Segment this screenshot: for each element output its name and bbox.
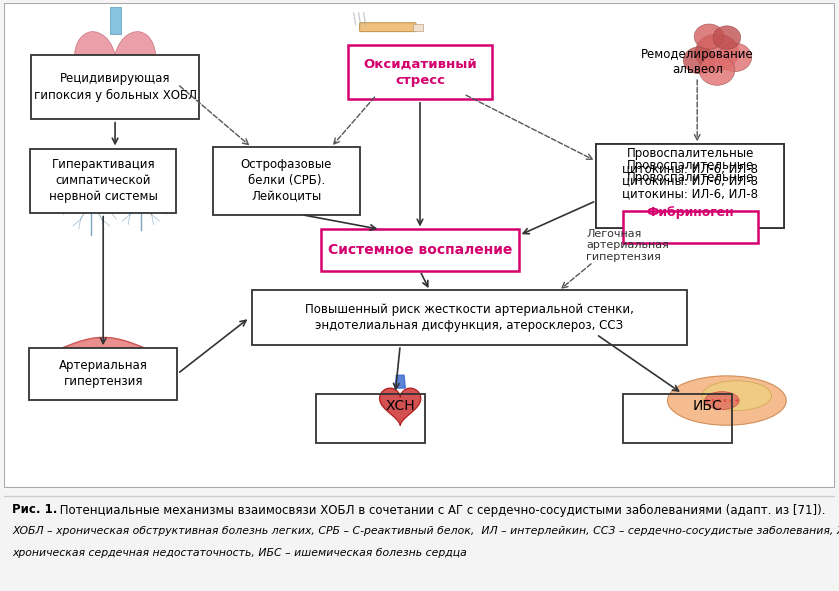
- Bar: [110, 7, 121, 34]
- Text: Ремоделирование
альвеол: Ремоделирование альвеол: [641, 48, 753, 76]
- FancyBboxPatch shape: [213, 147, 360, 215]
- Ellipse shape: [706, 399, 709, 402]
- Text: Острофазовые
белки (СРБ).
Лейкоциты: Острофазовые белки (СРБ). Лейкоциты: [241, 158, 332, 203]
- Ellipse shape: [699, 55, 735, 85]
- Ellipse shape: [85, 194, 98, 207]
- Text: ХОБЛ – хроническая обструктивная болезнь легких, СРБ – С-реактивный белок,  ИЛ –: ХОБЛ – хроническая обструктивная болезнь…: [12, 527, 839, 537]
- Ellipse shape: [694, 24, 724, 49]
- Text: ХСН: ХСН: [385, 400, 415, 414]
- Text: Провоспалительные
цитокины: ИЛ-6, ИЛ-8: Провоспалительные цитокины: ИЛ-6, ИЛ-8: [623, 171, 758, 200]
- Polygon shape: [395, 375, 405, 388]
- Ellipse shape: [702, 381, 771, 410]
- Text: Провоспалительные
цитокины: ИЛ-6, ИЛ-8: Провоспалительные цитокины: ИЛ-6, ИЛ-8: [623, 159, 758, 187]
- Text: Фибриноген: Фибриноген: [647, 206, 734, 219]
- Ellipse shape: [711, 399, 715, 402]
- FancyBboxPatch shape: [597, 144, 784, 228]
- Ellipse shape: [713, 26, 741, 49]
- FancyBboxPatch shape: [360, 22, 416, 32]
- Ellipse shape: [729, 399, 732, 402]
- FancyBboxPatch shape: [30, 149, 176, 213]
- Ellipse shape: [705, 392, 739, 410]
- Text: ИБС: ИБС: [692, 400, 722, 414]
- Text: Оксидативный
стресс: Оксидативный стресс: [363, 58, 477, 87]
- Bar: [413, 24, 423, 31]
- Text: хроническая сердечная недостаточность, ИБС – ишемическая болезнь сердца: хроническая сердечная недостаточность, И…: [12, 548, 466, 558]
- FancyBboxPatch shape: [321, 229, 519, 271]
- Text: Потенциальные механизмы взаимосвязи ХОБЛ в сочетании с АГ с сердечно-сосудистыми: Потенциальные механизмы взаимосвязи ХОБЛ…: [55, 504, 826, 517]
- Text: Артериальная
гипертензия: Артериальная гипертензия: [59, 359, 148, 388]
- Text: Системное воспаление: Системное воспаление: [328, 243, 512, 257]
- Ellipse shape: [134, 189, 148, 203]
- Ellipse shape: [718, 43, 752, 72]
- Polygon shape: [379, 388, 421, 426]
- Text: Провоспалительные
цитокины: ИЛ-6, ИЛ-8: Провоспалительные цитокины: ИЛ-6, ИЛ-8: [623, 147, 758, 175]
- Ellipse shape: [668, 376, 786, 426]
- FancyBboxPatch shape: [348, 45, 492, 99]
- Text: Гиперактивация
симпатической
нервной системы: Гиперактивация симпатической нервной сис…: [49, 158, 158, 203]
- Ellipse shape: [717, 399, 721, 402]
- FancyBboxPatch shape: [31, 55, 199, 119]
- Ellipse shape: [723, 399, 727, 402]
- FancyBboxPatch shape: [252, 290, 687, 345]
- Text: Легочная
артериальная
гипертензия: Легочная артериальная гипертензия: [586, 229, 670, 262]
- FancyBboxPatch shape: [597, 144, 784, 228]
- Ellipse shape: [75, 32, 117, 91]
- Ellipse shape: [683, 47, 715, 74]
- Text: Рецидивирующая
гипоксия у больных ХОБЛ: Рецидивирующая гипоксия у больных ХОБЛ: [34, 73, 196, 102]
- Text: Повышенный риск жесткости артериальной стенки,
эндотелиальная дисфункция, атерос: Повышенный риск жесткости артериальной с…: [305, 303, 634, 332]
- Text: Рис. 1.: Рис. 1.: [12, 504, 58, 517]
- Ellipse shape: [696, 34, 739, 71]
- FancyBboxPatch shape: [29, 348, 177, 400]
- FancyBboxPatch shape: [623, 211, 758, 243]
- Ellipse shape: [735, 399, 738, 402]
- Ellipse shape: [113, 32, 156, 91]
